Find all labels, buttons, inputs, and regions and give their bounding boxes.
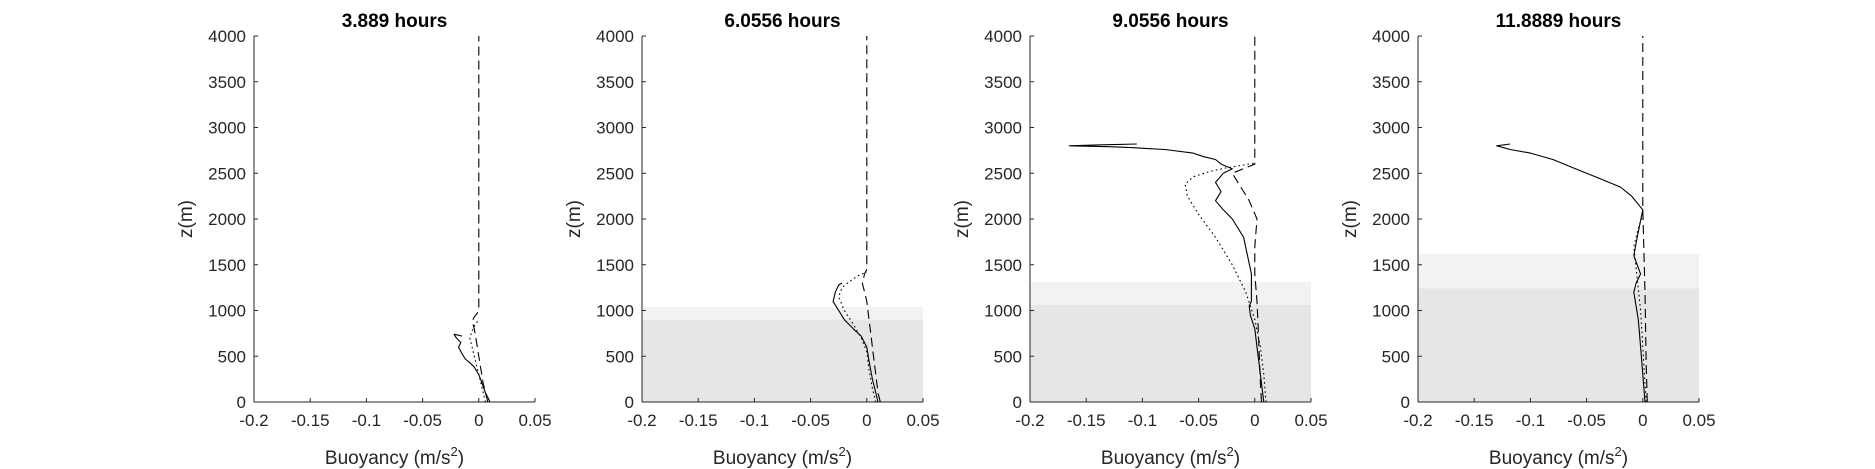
y-tick-label: 500 [994, 347, 1022, 366]
x-tick-label: 0 [1638, 411, 1647, 430]
series-line-dashed [1231, 36, 1263, 403]
y-tick-label: 500 [606, 347, 634, 366]
y-tick-label: 2000 [208, 210, 246, 229]
x-axis-label: Buoyancy (m/s2) [713, 444, 852, 469]
chart-title: 11.8889 hours [1496, 11, 1622, 32]
y-axis-label: z(m) [1340, 200, 1361, 238]
x-tick-label: 0 [1250, 411, 1259, 430]
y-tick-label: 0 [1013, 393, 1022, 412]
x-tick-label: 0 [474, 411, 483, 430]
y-tick-label: 3000 [208, 119, 246, 138]
x-tick-label: 0.05 [1294, 411, 1327, 430]
x-tick-label: -0.1 [1128, 411, 1157, 430]
shaded-band-dark [1030, 305, 1311, 402]
y-axis-label: z(m) [176, 200, 197, 238]
shaded-band-dark [1418, 288, 1699, 402]
series-line-dotted [1633, 209, 1647, 403]
y-tick-label: 2000 [984, 210, 1022, 229]
x-tick-label: -0.2 [1403, 411, 1432, 430]
y-tick-label: 3500 [1372, 73, 1410, 92]
x-tick-label: -0.15 [679, 411, 718, 430]
y-tick-label: 4000 [1372, 27, 1410, 46]
y-tick-label: 1500 [596, 256, 634, 275]
y-tick-label: 2500 [984, 164, 1022, 183]
x-tick-label: 0 [862, 411, 871, 430]
x-tick-label: -0.1 [1516, 411, 1545, 430]
series-line-dotted [838, 271, 877, 403]
y-tick-label: 2000 [596, 210, 634, 229]
x-tick-label: 0.05 [518, 411, 551, 430]
y-tick-label: 1000 [984, 302, 1022, 321]
series-line-dotted [469, 319, 487, 403]
y-tick-label: 4000 [984, 27, 1022, 46]
shaded-band-light [1030, 282, 1311, 306]
panel-1: 0 500 1000 1500 2000 2500 3000 3500 4000 -0.2 -0.1… [176, 11, 552, 469]
y-tick-label: 2500 [596, 164, 634, 183]
x-tick-label: -0.1 [740, 411, 769, 430]
panel-2: 0 500 1000 1500 2000 2500 3000 3500 4000 -0.2 -0.1… [564, 11, 940, 469]
y-tick-label: 0 [1401, 393, 1410, 412]
chart-title: 3.889 hours [342, 11, 448, 32]
chart-title: 6.0556 hours [724, 11, 840, 32]
shaded-band-dark [642, 319, 923, 402]
series-line-dotted [1184, 162, 1267, 403]
y-tick-label: 2500 [1372, 164, 1410, 183]
x-axis-label: Buoyancy (m/s2) [1101, 444, 1240, 469]
shaded-band-light [642, 306, 923, 320]
x-tick-label: -0.1 [352, 411, 381, 430]
x-axis-label: Buoyancy (m/s2) [325, 444, 464, 469]
panel-3: 0 500 1000 1500 2000 2500 3000 3500 4000 -0.2 -0.1… [952, 11, 1328, 469]
chart-title: 9.0556 hours [1112, 11, 1228, 32]
y-tick-label: 1500 [1372, 256, 1410, 275]
x-tick-label: -0.15 [1067, 411, 1106, 430]
y-axis-label: z(m) [564, 200, 585, 238]
x-tick-label: 0.05 [1682, 411, 1715, 430]
x-tick-label: -0.2 [627, 411, 656, 430]
y-tick-label: 3500 [208, 73, 246, 92]
shaded-band-light [1418, 253, 1699, 289]
x-tick-label: -0.05 [1179, 411, 1218, 430]
y-tick-label: 500 [218, 347, 246, 366]
x-tick-label: 0.05 [906, 411, 939, 430]
series-line-solid [1068, 143, 1265, 403]
x-tick-label: -0.05 [1567, 411, 1606, 430]
y-tick-label: 1000 [596, 302, 634, 321]
y-tick-label: 1000 [208, 302, 246, 321]
x-axis-label: Buoyancy (m/s2) [1489, 444, 1628, 469]
y-tick-label: 1000 [1372, 302, 1410, 321]
series-line-dashed [861, 36, 881, 403]
x-tick-label: -0.15 [1455, 411, 1494, 430]
y-tick-label: 3000 [1372, 119, 1410, 138]
y-axis-label: z(m) [952, 200, 973, 238]
panel-4: 0 500 1000 1500 2000 2500 3000 3500 4000 -0.2 -0.1… [1340, 11, 1716, 469]
x-tick-label: -0.05 [791, 411, 830, 430]
y-tick-label: 1500 [984, 256, 1022, 275]
y-tick-label: 500 [1382, 347, 1410, 366]
y-tick-label: 0 [625, 393, 634, 412]
y-tick-label: 3500 [596, 73, 634, 92]
y-tick-label: 3000 [984, 119, 1022, 138]
y-tick-label: 3000 [596, 119, 634, 138]
y-tick-label: 4000 [596, 27, 634, 46]
y-tick-label: 2500 [208, 164, 246, 183]
x-tick-label: -0.2 [1015, 411, 1044, 430]
series-line-dashed [471, 36, 489, 403]
y-tick-label: 1500 [208, 256, 246, 275]
x-tick-label: -0.05 [403, 411, 442, 430]
series-line-solid [832, 282, 879, 403]
series-line-solid [453, 333, 491, 403]
series-line-dashed [1642, 36, 1648, 403]
y-tick-label: 2000 [1372, 210, 1410, 229]
y-tick-label: 3500 [984, 73, 1022, 92]
x-tick-label: -0.2 [239, 411, 268, 430]
x-tick-label: -0.15 [291, 411, 330, 430]
y-tick-label: 0 [237, 393, 246, 412]
y-tick-label: 4000 [208, 27, 246, 46]
